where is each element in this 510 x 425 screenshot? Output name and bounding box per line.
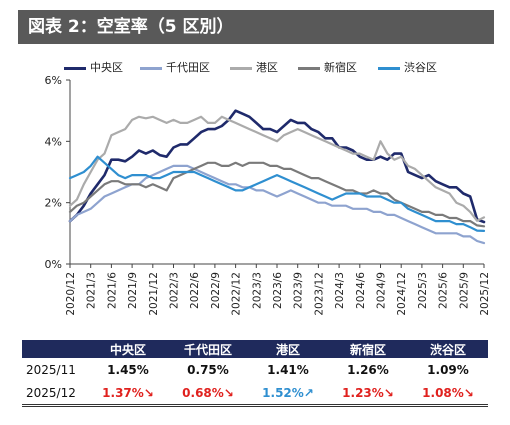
x-tick-label: 2025/6 xyxy=(438,272,450,309)
legend-swatch-chiyoda xyxy=(140,67,162,70)
x-tick-label: 2024/6 xyxy=(355,272,367,309)
summary-table: 中央区 千代田区 港区 新宿区 渋谷区 2025/11 1.45% 0.75% … xyxy=(22,340,488,407)
summary-cell-chiyoda: 0.68%↘ xyxy=(182,385,234,400)
y-tick-label: 2% xyxy=(45,197,62,210)
legend-swatch-minato xyxy=(230,67,252,70)
x-tick-label: 2021/12 xyxy=(148,272,160,316)
summary-header-chiyoda: 千代田区 xyxy=(183,342,232,357)
x-tick-label: 2023/12 xyxy=(313,272,325,316)
summary-row-2025-11: 2025/11 1.45% 0.75% 1.41% 1.26% 1.09% xyxy=(22,358,488,381)
summary-cell-shinjuku: 1.26% xyxy=(347,362,389,377)
legend-label-minato: 港区 xyxy=(256,61,278,74)
x-tick-label: 2022/3 xyxy=(169,272,181,309)
summary-row-2025-12: 2025/12 1.37%↘ 0.68%↘ 1.52%↗ 1.23%↘ 1.08… xyxy=(22,381,488,406)
summary-header-minato: 港区 xyxy=(275,342,300,357)
summary-cell-chiyoda: 0.75% xyxy=(187,362,229,377)
y-tick-label: 6% xyxy=(45,74,62,87)
x-tick-label: 2024/12 xyxy=(396,272,408,316)
figure-title: 図表 2：空室率（5 区別） xyxy=(28,17,234,37)
x-tick-label: 2022/12 xyxy=(231,272,243,316)
summary-cell-minato: 1.41% xyxy=(267,362,309,377)
summary-header-row: 中央区 千代田区 港区 新宿区 渋谷区 xyxy=(22,340,488,358)
x-tick-label: 2024/3 xyxy=(334,272,346,309)
x-tick-label: 2021/3 xyxy=(86,272,98,309)
summary-cell-shibuya: 1.08%↘ xyxy=(422,385,474,400)
summary-header-chuo: 中央区 xyxy=(109,342,146,357)
summary-cell-shinjuku: 1.23%↘ xyxy=(342,385,394,400)
summary-period: 2025/12 xyxy=(26,385,76,400)
x-tick-label: 2024/9 xyxy=(376,272,388,309)
legend-label-chuo: 中央区 xyxy=(90,61,123,74)
summary-header-shibuya: 渋谷区 xyxy=(429,342,466,357)
y-tick-label: 4% xyxy=(45,135,62,148)
x-tick-label: 2020/12 xyxy=(65,272,77,316)
series-line-chuo xyxy=(68,109,486,224)
figure-header: 図表 2：空室率（5 区別） xyxy=(18,10,494,44)
x-tick-label: 2023/3 xyxy=(251,272,263,309)
x-tick-label: 2023/6 xyxy=(272,272,284,309)
summary-cell-chuo: 1.45% xyxy=(107,362,149,377)
summary-cell-shibuya: 1.09% xyxy=(427,362,469,377)
legend-swatch-chuo xyxy=(64,67,86,70)
x-tick-label: 2021/9 xyxy=(127,272,139,309)
x-tick-label: 2025/9 xyxy=(458,272,470,309)
legend-label-shibuya: 渋谷区 xyxy=(404,61,437,74)
summary-period: 2025/11 xyxy=(26,362,76,377)
legend-label-shinjuku: 新宿区 xyxy=(324,61,357,74)
series-line-shinjuku xyxy=(68,161,486,228)
summary-cell-chuo: 1.37%↘ xyxy=(102,385,154,400)
x-tick-label: 2022/6 xyxy=(189,272,201,309)
x-tick-label: 2025/12 xyxy=(479,272,491,316)
x-tick-label: 2025/3 xyxy=(417,272,429,309)
legend-swatch-shibuya xyxy=(378,67,400,70)
summary-cell-minato: 1.52%↗ xyxy=(262,385,314,400)
x-tick-label: 2022/9 xyxy=(210,272,222,309)
y-tick-label: 0% xyxy=(45,258,62,271)
x-tick-label: 2023/9 xyxy=(293,272,305,309)
series-line-minato xyxy=(68,115,486,222)
legend-swatch-shinjuku xyxy=(298,67,320,70)
series-line-shibuya xyxy=(68,155,486,232)
vacancy-line-chart: 0% 2% 4% 6% 2020/12 2021/3 2021/6 2021/9 2021/12… xyxy=(45,74,491,316)
legend-label-chiyoda: 千代田区 xyxy=(166,61,210,74)
summary-header-blank xyxy=(22,340,88,358)
summary-header-shinjuku: 新宿区 xyxy=(349,342,386,357)
x-tick-label: 2021/6 xyxy=(106,272,118,309)
